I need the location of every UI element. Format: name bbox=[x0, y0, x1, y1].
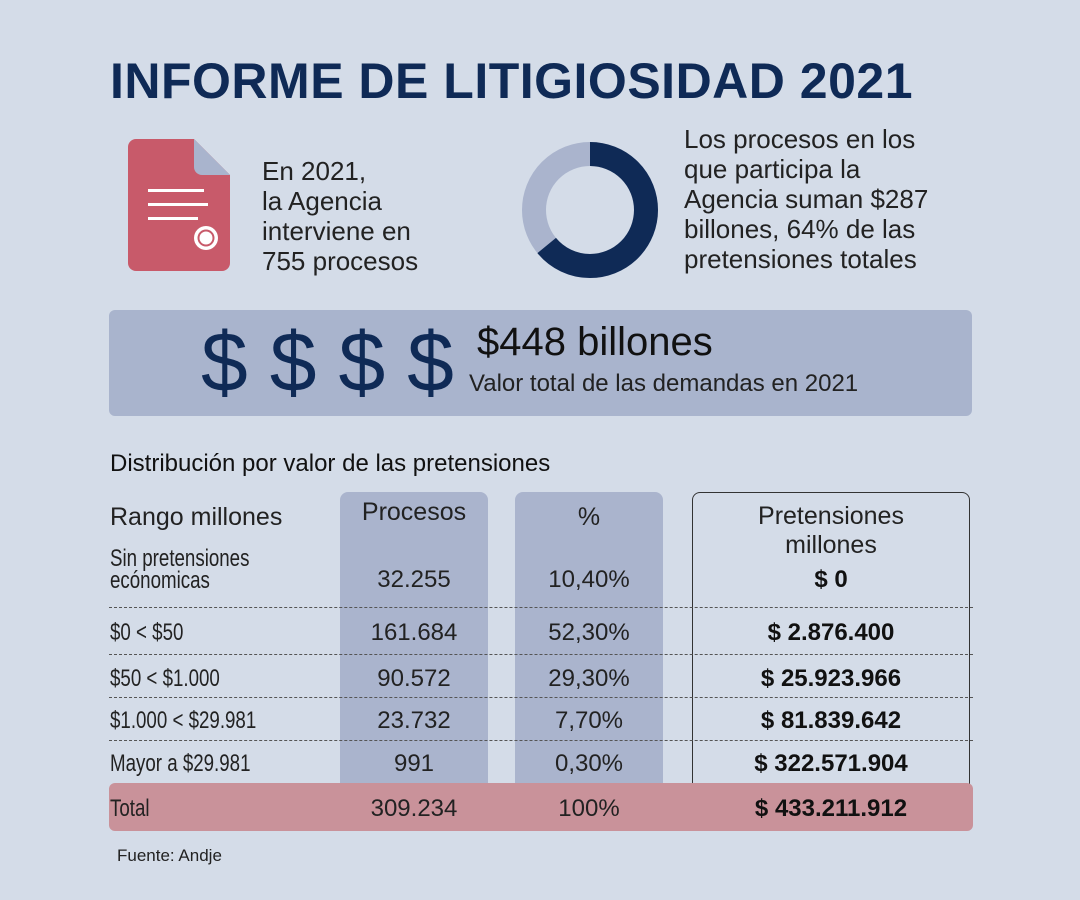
table-row-pretensiones: $ 322.571.904 bbox=[754, 750, 908, 777]
source-note: Fuente: Andje bbox=[117, 846, 222, 865]
percent-column-bg bbox=[515, 492, 663, 783]
total-row-bg bbox=[109, 783, 973, 831]
row-divider bbox=[109, 654, 973, 655]
table-row-pretensiones: $ 0 bbox=[814, 566, 848, 593]
total-pretensiones: $ 433.211.912 bbox=[754, 795, 908, 822]
table-row-range: $50 < $1.000 bbox=[110, 665, 220, 692]
row-divider bbox=[109, 607, 973, 608]
table-row-percent: 10,40% bbox=[548, 566, 630, 593]
total-demand-value: $448 billones bbox=[477, 320, 713, 364]
row-divider bbox=[109, 697, 973, 698]
table-row-percent: 0,30% bbox=[554, 750, 624, 777]
document-certificate-icon bbox=[128, 139, 230, 271]
table-row-percent: 7,70% bbox=[554, 707, 624, 734]
dollar-sign: $ bbox=[407, 315, 476, 409]
table-row-pretensiones: $ 81.839.642 bbox=[760, 707, 902, 734]
total-percent: 100% bbox=[558, 795, 620, 822]
total-row-label: Total bbox=[110, 795, 150, 822]
dollar-sign: $ bbox=[201, 315, 270, 409]
header-range: Rango millones bbox=[110, 503, 283, 531]
table-row-procesos: 161.684 bbox=[370, 619, 458, 646]
header-pretensiones: Pretensiones millones bbox=[758, 502, 904, 559]
header-procesos: Procesos bbox=[361, 498, 467, 526]
table-row-procesos: 23.732 bbox=[377, 707, 451, 734]
dollar-sign: $ bbox=[338, 315, 408, 409]
procesos-column-bg bbox=[340, 492, 488, 783]
table-row-range: Mayor a $29.981 bbox=[110, 750, 251, 777]
table-row-procesos: 32.255 bbox=[377, 566, 451, 593]
table-title: Distribución por valor de las pretension… bbox=[110, 450, 551, 477]
donut-description: Los procesos en los que participa la Age… bbox=[684, 124, 929, 274]
total-value-banner: $$$$ $448 billones Valor total de las de… bbox=[109, 310, 972, 416]
dollar-signs-icon: $$$$ bbox=[201, 312, 476, 412]
header-percent: % bbox=[577, 503, 601, 531]
table-row-procesos: 991 bbox=[393, 750, 435, 777]
table-row-range: $0 < $50 bbox=[110, 619, 184, 646]
dollar-sign: $ bbox=[269, 315, 339, 409]
total-procesos: 309.234 bbox=[370, 795, 458, 822]
donut-chart bbox=[522, 142, 658, 278]
table-row-percent: 29,30% bbox=[548, 665, 630, 692]
table-row-range: Sin pretensiones ecónomicas bbox=[110, 545, 250, 594]
table-row-range: $1.000 < $29.981 bbox=[110, 707, 257, 734]
intro-text: En 2021, la Agencia interviene en 755 pr… bbox=[262, 156, 419, 276]
row-divider bbox=[109, 740, 973, 741]
table-row-procesos: 90.572 bbox=[377, 665, 451, 692]
table-row-pretensiones: $ 25.923.966 bbox=[760, 665, 902, 692]
table-row-percent: 52,30% bbox=[548, 619, 630, 646]
total-demand-label: Valor total de las demandas en 2021 bbox=[469, 370, 859, 397]
table-row-pretensiones: $ 2.876.400 bbox=[767, 619, 895, 646]
donut-share-arc bbox=[522, 142, 658, 278]
page-title: INFORME DE LITIGIOSIDAD 2021 bbox=[110, 53, 914, 109]
